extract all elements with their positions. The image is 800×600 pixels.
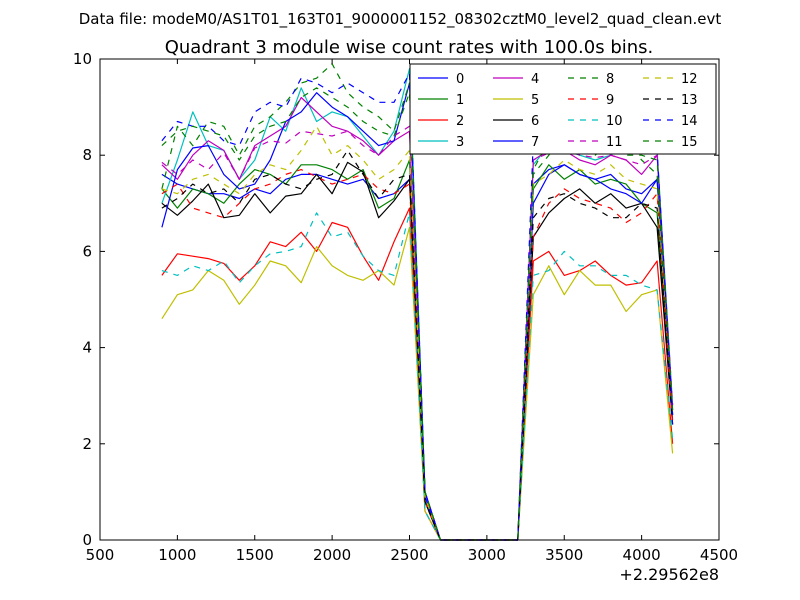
chart-title: Quadrant 3 module wise count rates with … [165, 37, 654, 58]
legend-box [409, 63, 717, 155]
x-tick-label: 1500 [236, 546, 274, 564]
legend-label: 1 [456, 93, 464, 108]
legend-label: 5 [531, 93, 539, 108]
legend-label: 4 [531, 72, 539, 87]
legend-label: 7 [531, 135, 539, 150]
x-tick-label: 2000 [313, 546, 351, 564]
legend-label: 10 [606, 114, 623, 129]
legend-label: 2 [456, 114, 464, 129]
legend-label: 3 [456, 135, 464, 150]
x-tick-label: 2500 [390, 546, 428, 564]
y-tick-label: 4 [82, 339, 92, 357]
legend-label: 15 [681, 135, 698, 150]
series-line-4 [161, 96, 674, 541]
legend-label: 11 [606, 135, 623, 150]
y-tick-label: 2 [82, 435, 92, 453]
series-line-9 [161, 169, 674, 541]
x-tick-label: 4000 [623, 546, 661, 564]
x-tick-label: 1000 [158, 546, 196, 564]
legend-label: 12 [681, 72, 698, 87]
y-tick-label: 8 [82, 146, 92, 164]
x-tick-label: 3500 [545, 546, 583, 564]
series-line-6 [161, 161, 674, 541]
x-tick-label: 3000 [468, 546, 506, 564]
legend-label: 6 [531, 114, 539, 129]
x-axis: 500 1000 1500 2000 2500 3000 3500 4000 4500 [86, 59, 738, 564]
y-tick-label: 0 [82, 531, 92, 549]
y-tick-label: 6 [82, 242, 92, 260]
legend-label: 8 [606, 72, 614, 87]
y-tick-label: 10 [73, 50, 92, 68]
legend-label: 14 [681, 114, 698, 129]
legend-label: 0 [456, 72, 464, 87]
x-tick-label: 500 [86, 546, 115, 564]
series-line-10 [161, 212, 674, 541]
series-line-13 [161, 149, 674, 541]
series-line-14 [161, 72, 674, 541]
legend-label: 13 [681, 93, 698, 108]
plot-lines [161, 63, 674, 541]
x-tick-label: 4500 [700, 546, 738, 564]
legend-label: 9 [606, 93, 614, 108]
series-line-11 [161, 125, 674, 541]
figure-suptitle: Data file: modeM0/AS1T01_163T01_90000011… [79, 10, 722, 29]
x-axis-offset-label: +2.29562e8 [619, 565, 719, 584]
series-line-5 [161, 226, 674, 541]
